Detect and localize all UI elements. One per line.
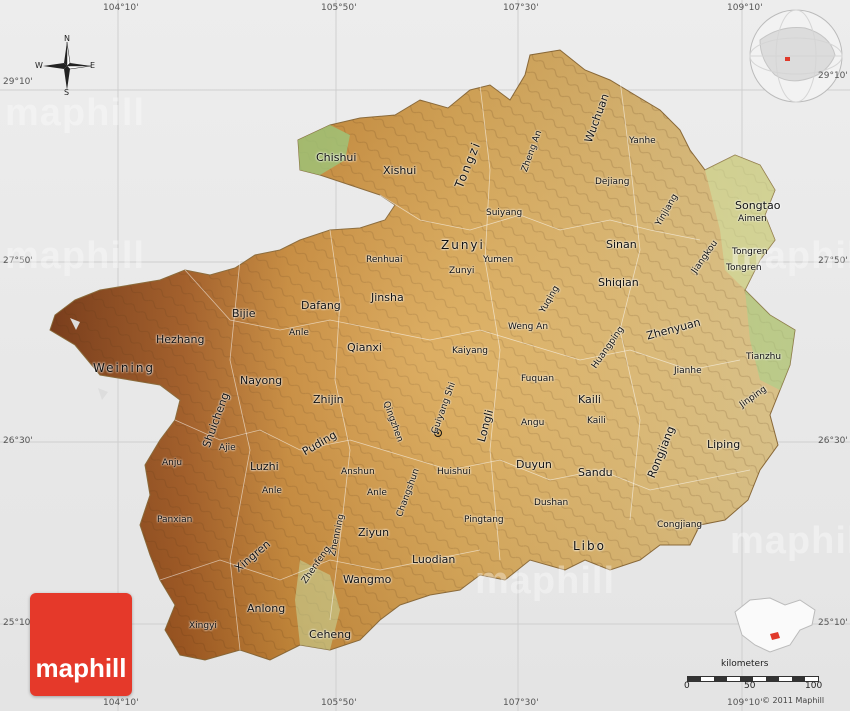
- place-anlong[interactable]: Anlong: [247, 602, 286, 615]
- place-chishui[interactable]: Chishui: [316, 151, 357, 164]
- watermark: maphill: [475, 560, 616, 602]
- lowland-chishui: [298, 125, 350, 175]
- place-renhuai[interactable]: Renhuai: [366, 255, 403, 265]
- place-songtao[interactable]: Songtao: [735, 199, 781, 212]
- coord-bottom-1: 104°10': [103, 698, 139, 708]
- compass-e: E: [90, 61, 96, 70]
- place-tongren-city[interactable]: Tongren: [726, 263, 762, 273]
- coord-right-2: 27°50': [818, 256, 848, 266]
- place-xingyi[interactable]: Xingyi: [189, 621, 217, 631]
- place-anle[interactable]: Anle: [289, 328, 309, 338]
- maphill-logo[interactable]: maphill: [30, 593, 132, 696]
- place-tongren[interactable]: Tongren: [732, 247, 768, 257]
- place-aimen[interactable]: Aimen: [738, 214, 767, 224]
- place-fuquan[interactable]: Fuquan: [521, 374, 555, 384]
- place-dushan[interactable]: Dushan: [534, 498, 569, 508]
- place-tianzhu[interactable]: Tianzhu: [746, 352, 782, 362]
- coord-right-3: 26°30': [818, 436, 848, 446]
- place-zunyi[interactable]: Zunyi: [441, 238, 485, 252]
- coord-bottom-2: 105°50': [321, 698, 357, 708]
- place-sandu[interactable]: Sandu: [578, 466, 613, 479]
- place-zunyi-city[interactable]: Zunyi: [449, 266, 475, 276]
- compass-s: S: [64, 88, 70, 97]
- coord-bottom-3: 107°30': [503, 698, 539, 708]
- place-weining[interactable]: Weining: [93, 361, 156, 375]
- place-ziyun[interactable]: Ziyun: [358, 526, 390, 539]
- place-congjiang[interactable]: Congjiang: [657, 520, 703, 530]
- place-angu[interactable]: Angu: [521, 418, 545, 428]
- place-ajie[interactable]: Ajie: [219, 443, 236, 453]
- place-wengan[interactable]: Weng An: [508, 322, 549, 332]
- place-nayong[interactable]: Nayong: [240, 374, 283, 387]
- place-luodian[interactable]: Luodian: [412, 553, 456, 566]
- place-shiqian[interactable]: Shiqian: [598, 276, 639, 289]
- place-duyun[interactable]: Duyun: [516, 458, 552, 471]
- capital-marker: [434, 429, 442, 437]
- place-hezhang[interactable]: Hezhang: [156, 333, 205, 346]
- place-jinsha[interactable]: Jinsha: [371, 291, 404, 304]
- place-zhijin[interactable]: Zhijin: [313, 393, 344, 406]
- coord-top-2: 105°50': [321, 3, 357, 13]
- place-pingtang[interactable]: Pingtang: [464, 515, 504, 525]
- place-kaili-city[interactable]: Kaili: [587, 416, 606, 426]
- lowland-tianzhu: [745, 290, 795, 390]
- highland-patch: [98, 388, 108, 400]
- globe-inset: [749, 9, 843, 103]
- scale-tick-50: 50: [744, 681, 756, 691]
- place-sinan[interactable]: Sinan: [606, 238, 637, 251]
- compass-w: W: [35, 61, 43, 70]
- place-libo[interactable]: Libo: [573, 539, 606, 553]
- watermark: maphill: [730, 520, 850, 562]
- copyright: © 2011 Maphill: [762, 696, 825, 705]
- compass-rose: [43, 41, 92, 90]
- coord-right-1: 29°10': [818, 71, 848, 81]
- place-jianhe[interactable]: Jianhe: [674, 366, 702, 376]
- county-boundaries: [159, 79, 751, 651]
- scale-tick-100: 100: [805, 681, 823, 691]
- place-yumen[interactable]: Yumen: [483, 255, 514, 265]
- scale-tick-0: 0: [684, 681, 690, 691]
- lowland-east: [705, 155, 775, 290]
- place-anshun[interactable]: Anshun: [341, 467, 375, 477]
- coord-top-1: 104°10': [103, 3, 139, 13]
- lowland-south: [295, 560, 340, 650]
- watermark: maphill: [5, 235, 146, 277]
- compass-n: N: [64, 34, 70, 43]
- place-liping[interactable]: Liping: [707, 438, 741, 451]
- place-qianxi[interactable]: Qianxi: [347, 341, 382, 354]
- place-dafang[interactable]: Dafang: [301, 299, 341, 312]
- place-kaiyang[interactable]: Kaiyang: [452, 346, 489, 356]
- place-dejiang[interactable]: Dejiang: [595, 177, 630, 187]
- coord-left-4: 25°10': [3, 618, 33, 628]
- place-bijie[interactable]: Bijie: [232, 307, 256, 320]
- coord-bottom-4: 109°10': [727, 698, 763, 708]
- place-luzhi[interactable]: Luzhi: [250, 460, 279, 473]
- coord-top-3: 107°30': [503, 3, 539, 13]
- coord-left-1: 29°10': [3, 77, 33, 87]
- scale-title: kilometers: [721, 659, 769, 669]
- place-xishui[interactable]: Xishui: [383, 164, 417, 177]
- place-yanhe[interactable]: Yanhe: [629, 136, 656, 146]
- place-panxian[interactable]: Panxian: [157, 515, 193, 525]
- place-suiyang[interactable]: Suiyang: [486, 208, 523, 218]
- coord-top-4: 109°10': [727, 3, 763, 13]
- place-wangmo[interactable]: Wangmo: [343, 573, 392, 586]
- place-kaili[interactable]: Kaili: [578, 393, 601, 406]
- highland-patch: [70, 318, 80, 330]
- coord-left-2: 27°50': [3, 256, 33, 266]
- place-anle-2[interactable]: Anle: [262, 486, 282, 496]
- place-huishui[interactable]: Huishui: [437, 467, 471, 477]
- logo-text: maphill: [35, 653, 127, 683]
- watermark: maphill: [730, 235, 850, 277]
- place-anju[interactable]: Anju: [162, 458, 183, 468]
- coord-right-4: 25°10': [818, 618, 848, 628]
- china-inset: [734, 597, 816, 653]
- coord-left-3: 26°30': [3, 436, 33, 446]
- place-anle-3[interactable]: Anle: [367, 488, 387, 498]
- watermark: maphill: [5, 92, 146, 134]
- scale-graphic: [687, 676, 819, 682]
- place-ceheng[interactable]: Ceheng: [309, 628, 352, 641]
